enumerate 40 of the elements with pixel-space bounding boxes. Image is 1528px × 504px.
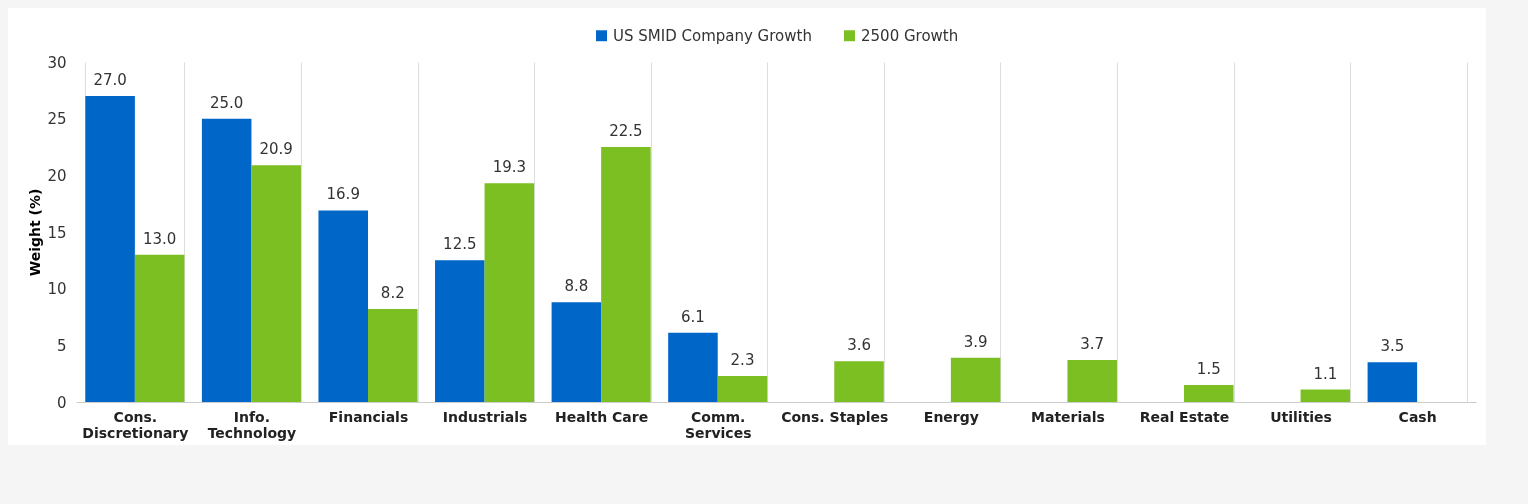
data-label: 1.1 [1313, 364, 1338, 383]
x-tick-label: Cons. Discretionary [82, 408, 189, 441]
x-tick-label: Cash [1398, 408, 1437, 425]
data-label: 1.5 [1196, 360, 1221, 378]
data-label: 8.8 [564, 277, 589, 296]
y-tick-label: 20 [47, 166, 67, 185]
x-tick-label: Financials [328, 408, 409, 425]
x-tick-label: Real Estate [1139, 408, 1230, 425]
y-tick-label: 5 [56, 336, 67, 355]
legend-label: US SMID Company Growth [613, 26, 812, 45]
data-label: 22.5 [609, 122, 643, 140]
y-tick-label: 15 [47, 223, 67, 242]
x-tick-label: Cons. Staples [781, 408, 889, 425]
y-axis-title: Weight (%) [27, 188, 44, 277]
x-tick-label: Materials [1030, 408, 1105, 425]
x-tick-label: Utilities [1270, 408, 1332, 425]
data-label: 13.0 [142, 229, 177, 248]
data-label: 3.5 [1380, 337, 1405, 356]
data-label: 20.9 [259, 140, 293, 159]
data-label: 3.6 [847, 336, 871, 355]
data-label: 19.3 [492, 158, 527, 177]
data-label: 6.1 [681, 307, 705, 326]
x-tick-label: Industrials [442, 408, 528, 425]
x-tick-label: Energy [923, 408, 979, 425]
data-label: 2.3 [730, 350, 755, 369]
x-tick-label: Health Care [555, 408, 649, 425]
data-label: 3.9 [963, 332, 988, 351]
data-label: 12.5 [443, 235, 477, 254]
data-label: 3.7 [1080, 335, 1105, 354]
legend-label: 2500 Growth [861, 26, 959, 45]
data-label: 27.0 [93, 71, 127, 89]
data-label: 16.9 [326, 185, 360, 204]
x-tick-label: Comm. Services [684, 408, 752, 441]
y-tick-label: 10 [47, 280, 67, 299]
data-label: 25.0 [209, 93, 244, 112]
y-tick-label: 30 [47, 53, 67, 72]
y-tick-label: 0 [56, 393, 67, 412]
data-label: 8.2 [380, 284, 405, 303]
y-tick-label: 25 [47, 110, 67, 129]
x-tick-label: Info. Technology [207, 408, 297, 441]
